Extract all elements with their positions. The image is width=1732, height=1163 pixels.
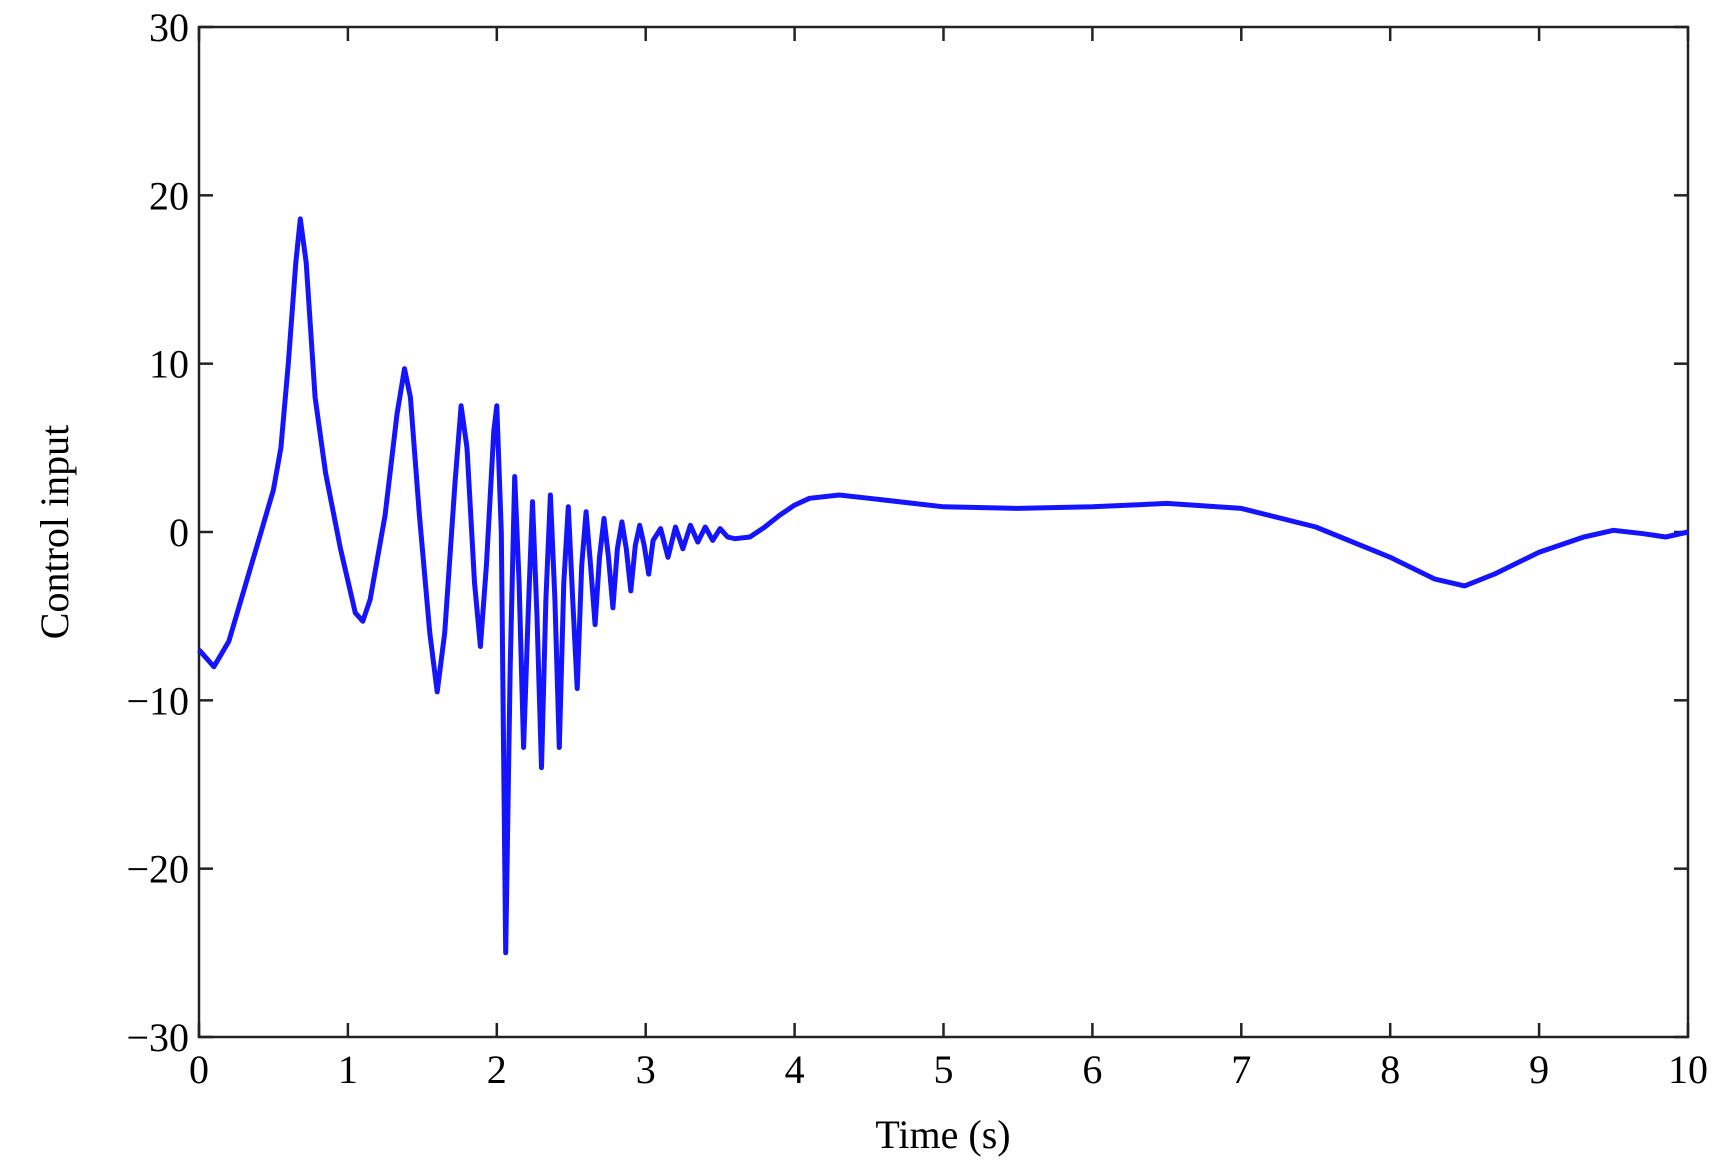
x-tick-label: 1	[338, 1047, 358, 1092]
x-tick-label: 5	[934, 1047, 954, 1092]
x-tick-label: 4	[785, 1047, 805, 1092]
x-tick-label: 8	[1380, 1047, 1400, 1092]
y-tick-label: 20	[149, 173, 189, 218]
x-axis-label: Time (s)	[875, 1112, 1010, 1157]
x-tick-label: 0	[189, 1047, 209, 1092]
data-line	[197, 216, 1689, 956]
x-tick-label: 9	[1529, 1047, 1549, 1092]
x-tick-label: 6	[1082, 1047, 1102, 1092]
y-axis-label: Control input	[32, 425, 77, 639]
x-tick-label: 10	[1668, 1047, 1708, 1092]
x-tick-label: 2	[487, 1047, 507, 1092]
y-tick-label: 30	[149, 5, 189, 50]
y-tick-label: 0	[169, 510, 189, 555]
x-tick-label: 7	[1231, 1047, 1251, 1092]
y-tick-label: −20	[126, 847, 189, 892]
y-tick-label: −10	[126, 678, 189, 723]
y-tick-label: 10	[149, 342, 189, 387]
y-tick-label: −30	[126, 1015, 189, 1060]
x-tick-label: 3	[636, 1047, 656, 1092]
